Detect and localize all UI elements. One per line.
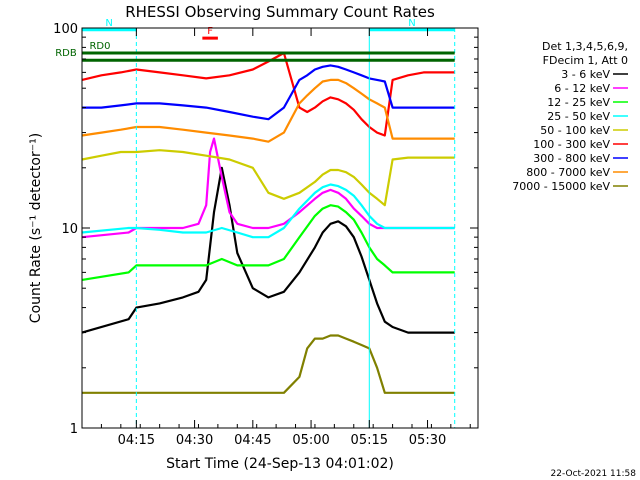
marker-layer — [135, 28, 456, 428]
series-layer — [81, 51, 455, 394]
legend-entry-label: 100 - 300 keV — [533, 138, 610, 151]
series-line-12-25-kev — [81, 204, 455, 281]
x-tick-label: 05:30 — [409, 433, 446, 448]
legend-entry-label: 6 - 12 keV — [554, 82, 610, 95]
legend-entry-label: 12 - 25 keV — [547, 96, 610, 109]
y-axis-label: Count Rate (s⁻¹ detector⁻¹) — [28, 133, 44, 323]
annotation-label-f-2: F — [207, 26, 213, 37]
legend-entry-label: 300 - 800 keV — [533, 152, 610, 165]
chart-title: RHESSI Observing Summary Count Rates — [125, 3, 435, 21]
series-line-300-800-kev — [82, 64, 455, 121]
legend-entry-label: 800 - 7000 keV — [526, 166, 610, 179]
series-line-6-12-kev — [81, 137, 455, 239]
series-line-50-100-kev — [81, 149, 455, 207]
legend-header-line: FDecim 1, Att 0 — [543, 54, 628, 67]
annotation-label-rdb-4: RDB — [55, 48, 77, 59]
legend-header-line: Det 1,3,4,5,6,9, — [542, 40, 628, 53]
legend-entry-label: 50 - 100 keV — [540, 124, 610, 137]
legend-entry-label: 3 - 6 keV — [561, 68, 610, 81]
x-tick-label: 04:30 — [176, 433, 213, 448]
legend: Det 1,3,4,5,6,9,FDecim 1, Att 03 - 6 keV… — [512, 40, 628, 193]
annotation-label-n-1: N — [408, 18, 415, 29]
series-line-100-300-kev — [81, 51, 455, 137]
y-tick-label: 100 — [53, 22, 78, 37]
y-tick-label: 10 — [61, 222, 78, 237]
series-line-25-50-kev — [81, 183, 455, 239]
series-line-7000-15000-kev — [82, 334, 455, 394]
series-line-3-6-kev — [81, 166, 455, 334]
tick-layer: 04:15 04:30 04:45 05:00 05:15 05:30 1 10 100 — [53, 22, 478, 448]
x-tick-label: 05:00 — [292, 433, 329, 448]
y-tick-label: 1 — [70, 422, 78, 437]
annotation-label-n-0: N — [105, 18, 112, 29]
x-axis-label: Start Time (24-Sep-13 04:01:02) — [166, 456, 394, 472]
footer-timestamp: 22-Oct-2021 11:58 — [551, 469, 637, 479]
x-tick-label: 05:15 — [351, 433, 388, 448]
series-line-800-7000-kev — [81, 78, 455, 143]
annotation-layer: N N F RD0 RDB — [55, 18, 455, 62]
legend-entry-label: 7000 - 15000 keV — [512, 180, 610, 193]
x-tick-label: 04:45 — [234, 433, 271, 448]
x-tick-label: 04:15 — [118, 433, 155, 448]
annotation-label-rd0-3: RD0 — [89, 41, 110, 52]
legend-entry-label: 25 - 50 keV — [547, 110, 610, 123]
